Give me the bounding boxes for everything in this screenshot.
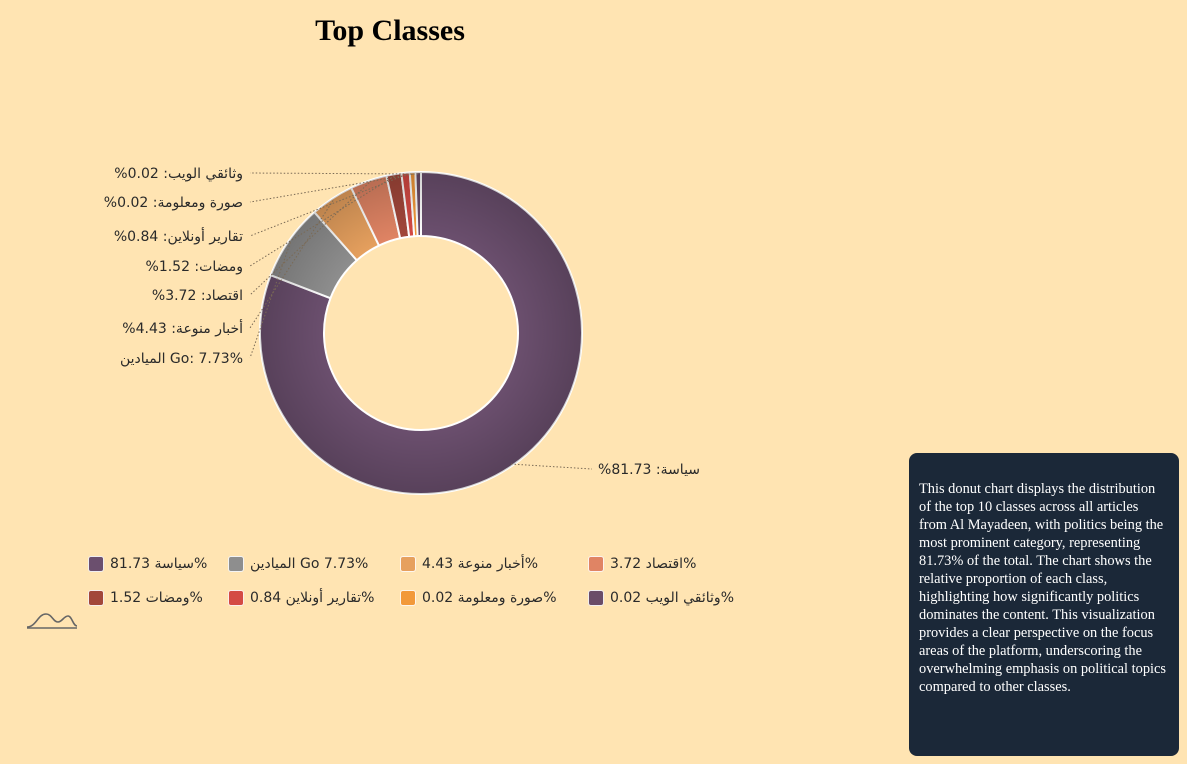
legend-label-5: تقارير أونلاين 0.84% (250, 590, 375, 606)
slice-label-3: %اقتصاد: 3.72 (152, 288, 243, 304)
legend-label-4: ومضات 1.52% (110, 590, 203, 606)
legend-swatch-5 (228, 590, 244, 606)
legend-label-6: صورة ومعلومة 0.02% (422, 590, 557, 606)
bell-curve-icon (26, 613, 78, 629)
legend-item-4[interactable]: ومضات 1.52% (88, 587, 228, 609)
description-panel: This donut chart displays the distributi… (909, 453, 1179, 756)
legend-item-1[interactable]: الميادين Go 7.73% (228, 553, 400, 575)
legend-item-7[interactable]: وثائقي الويب 0.02% (588, 587, 758, 609)
donut-slices (259, 171, 583, 495)
legend-swatch-0 (88, 556, 104, 572)
legend-swatch-6 (400, 590, 416, 606)
legend-item-2[interactable]: أخبار منوعة 4.43% (400, 553, 588, 575)
slice-labels: %سياسة: 81.73 الميادين Go: 7.73% %أخبار من… (104, 166, 700, 478)
legend-swatch-3 (588, 556, 604, 572)
chart-title: Top Classes (315, 14, 465, 47)
leader-line-3 (249, 182, 370, 296)
legend-swatch-7 (588, 590, 604, 606)
legend-label-1: الميادين Go 7.73% (250, 556, 369, 572)
leader-line-1 (249, 242, 291, 359)
chart-legend: سياسة 81.73% الميادين Go 7.73% أخبار منوعة… (88, 553, 768, 609)
leader-line-0 (510, 463, 593, 470)
slice-label-5: %تقارير أونلاين: 0.84 (114, 227, 243, 245)
slice-label-1: الميادين Go: 7.73% (120, 351, 243, 367)
legend-label-3: اقتصاد 3.72% (610, 556, 697, 572)
slice-label-4: %ومضات: 1.52 (146, 259, 244, 275)
leader-line-4 (249, 175, 395, 267)
slice-label-2: %أخبار منوعة: 4.43 (122, 319, 243, 337)
description-text: This donut chart displays the distributi… (919, 481, 1166, 695)
leader-line-7 (249, 172, 419, 175)
label-leader-lines (249, 172, 593, 470)
leader-line-6 (249, 173, 413, 203)
legend-swatch-1 (228, 556, 244, 572)
legend-label-2: أخبار منوعة 4.43% (422, 556, 538, 572)
legend-swatch-2 (400, 556, 416, 572)
legend-item-3[interactable]: اقتصاد 3.72% (588, 553, 758, 575)
legend-item-0[interactable]: سياسة 81.73% (88, 553, 228, 575)
slice-label-7: %وثائقي الويب: 0.02 (114, 166, 243, 182)
leader-line-2 (249, 200, 334, 329)
slice-label-0: %سياسة: 81.73 (598, 462, 700, 478)
legend-label-7: وثائقي الويب 0.02% (610, 590, 734, 606)
legend-swatch-4 (88, 590, 104, 606)
legend-label-0: سياسة 81.73% (110, 556, 208, 572)
slice-label-6: %صورة ومعلومة: 0.02 (104, 195, 243, 211)
legend-item-5[interactable]: تقارير أونلاين 0.84% (228, 587, 400, 609)
legend-item-6[interactable]: صورة ومعلومة 0.02% (400, 587, 588, 609)
